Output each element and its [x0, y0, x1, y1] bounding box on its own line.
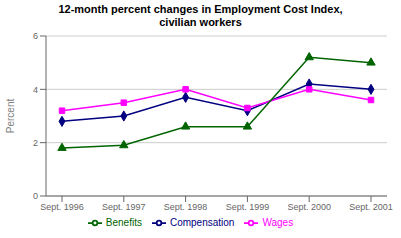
svg-text:Percent: Percent — [5, 99, 16, 134]
html-text:Wages: Wages — [262, 216, 294, 228]
html-text:Benefits: Benefits — [105, 216, 142, 228]
svg-text:Sept. 1999: Sept. 1999 — [226, 202, 270, 212]
svg-text:Sept. 2000: Sept. 2000 — [287, 202, 331, 212]
html-text:12-month percent changes in Em: 12-month percent changes in Employment C… — [58, 3, 343, 15]
svg-text:Sept. 1998: Sept. 1998 — [164, 202, 208, 212]
svg-text:Sept. 2001: Sept. 2001 — [349, 202, 393, 212]
html-text:civilian workers: civilian workers — [159, 16, 242, 28]
svg-text:6: 6 — [33, 31, 38, 41]
svg-text:Sept. 1997: Sept. 1997 — [102, 202, 146, 212]
svg-text:Sept. 1996: Sept. 1996 — [40, 202, 84, 212]
svg-text:4: 4 — [33, 85, 38, 95]
svg-text:2: 2 — [33, 138, 38, 148]
html-text:Compensation: Compensation — [169, 216, 235, 228]
svg-text:0: 0 — [33, 191, 38, 201]
